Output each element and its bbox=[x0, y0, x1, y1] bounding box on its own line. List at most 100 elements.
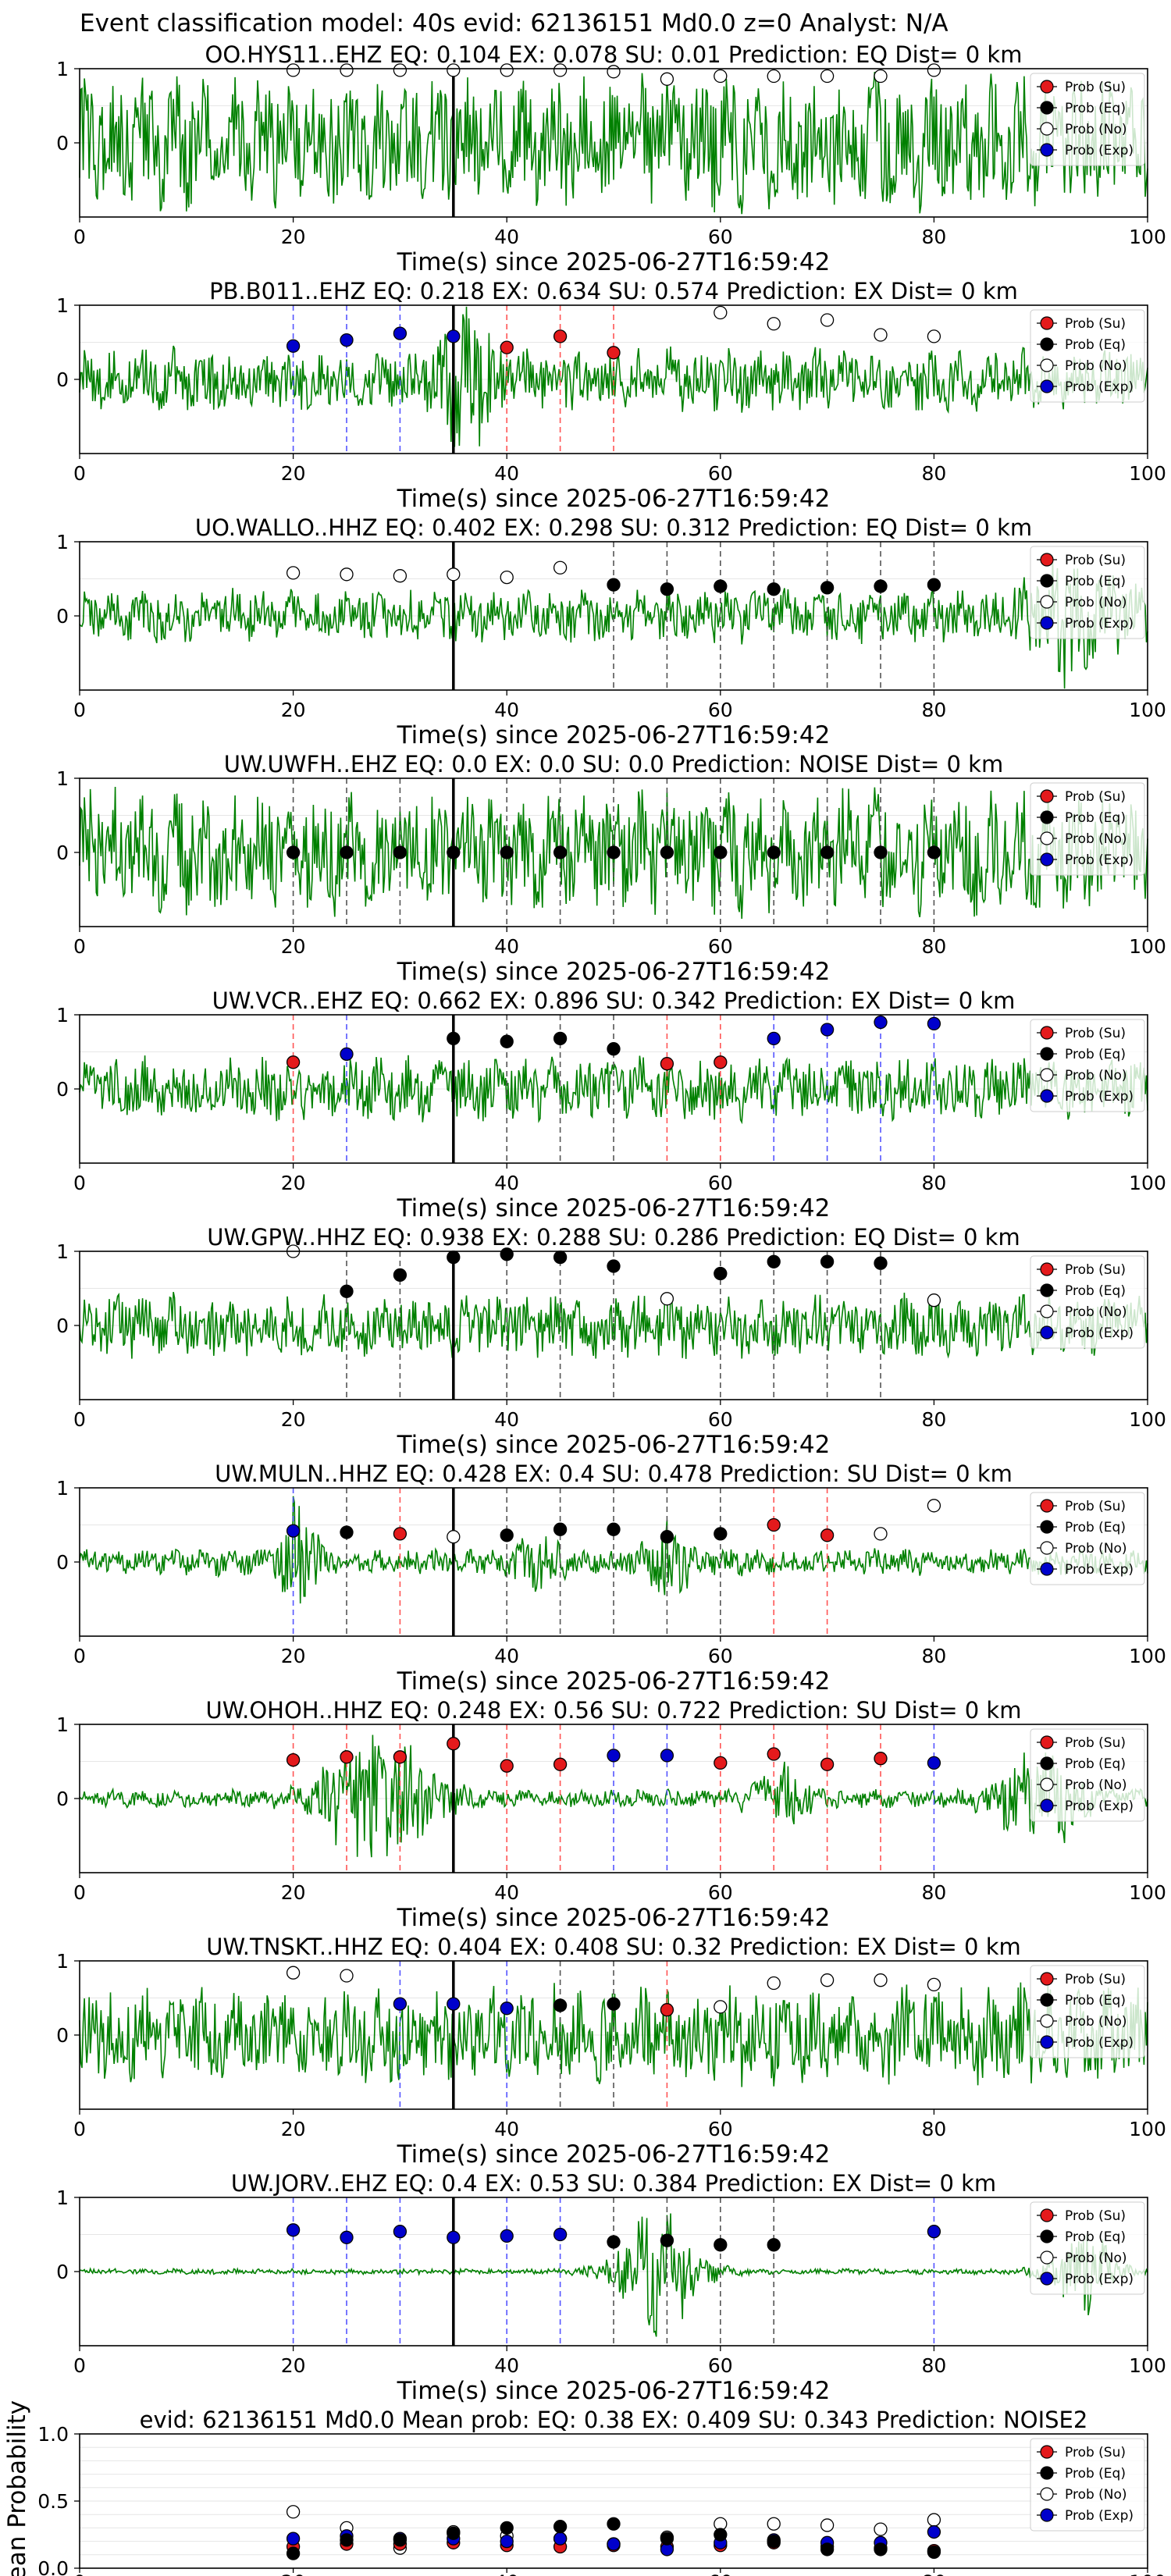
figure-suptitle: Event classification model: 40s evid: 62… bbox=[80, 9, 949, 37]
xtick-label: 20 bbox=[281, 2118, 306, 2140]
legend-label-no: Prob (No) bbox=[1065, 2487, 1127, 2503]
legend-box bbox=[1030, 782, 1145, 876]
prob-marker-eq bbox=[874, 1256, 888, 1270]
prob-marker-eq bbox=[553, 1250, 568, 1265]
legend-marker-no bbox=[1040, 2014, 1054, 2028]
prob-marker-su bbox=[553, 329, 568, 343]
prob-marker-eq bbox=[874, 579, 888, 593]
ytick-label: 1 bbox=[56, 294, 69, 317]
prob-marker-su bbox=[874, 1752, 888, 1766]
legend-label-exp: Prob (Exp) bbox=[1065, 379, 1134, 395]
xtick-label: 20 bbox=[281, 1645, 306, 1667]
xtick-label: 60 bbox=[708, 699, 733, 721]
legend-label-su: Prob (Su) bbox=[1065, 789, 1126, 805]
legend-label-eq: Prob (Eq) bbox=[1065, 2466, 1126, 2482]
legend-marker-eq bbox=[1040, 101, 1054, 115]
prob-marker-exp bbox=[286, 339, 301, 353]
legend-label-eq: Prob (Eq) bbox=[1065, 1283, 1126, 1299]
legend-label-su: Prob (Su) bbox=[1065, 1262, 1126, 1278]
xtick-label: 20 bbox=[281, 699, 306, 721]
legend-marker-no bbox=[1040, 1541, 1054, 1555]
xtick-label: 100 bbox=[1129, 2118, 1166, 2140]
legend-label-no: Prob (No) bbox=[1065, 122, 1127, 137]
waveform-trace bbox=[79, 1496, 1148, 1604]
xtick-label: 40 bbox=[494, 935, 519, 958]
prob-marker-no bbox=[447, 63, 461, 77]
legend-label-exp: Prob (Exp) bbox=[1065, 143, 1134, 158]
legend-marker-su bbox=[1040, 789, 1054, 803]
prob-marker-su bbox=[447, 1737, 461, 1751]
xtick-label: 80 bbox=[921, 2118, 946, 2140]
prob-marker-su bbox=[340, 1750, 354, 1764]
legend-marker-su bbox=[1040, 2208, 1054, 2222]
xtick-label: 60 bbox=[708, 2118, 733, 2140]
legend-box bbox=[1030, 2201, 1145, 2295]
legend-marker-exp bbox=[1040, 2508, 1054, 2522]
panel-title: UO.WALLO..HHZ EQ: 0.402 EX: 0.298 SU: 0.… bbox=[195, 514, 1032, 541]
ytick-label: 1.0 bbox=[37, 2423, 69, 2446]
ytick-label: 0 bbox=[56, 1788, 69, 1810]
xtick-label: 20 bbox=[281, 1172, 306, 1194]
xtick-label: 60 bbox=[708, 1645, 733, 1667]
legend-marker-no bbox=[1040, 1068, 1054, 1082]
ytick-label: 0 bbox=[56, 605, 69, 628]
prob-marker-eq bbox=[500, 845, 514, 859]
prob-marker-eq bbox=[767, 1254, 781, 1268]
prob-marker-exp bbox=[286, 1524, 301, 1538]
legend-label-eq: Prob (Eq) bbox=[1065, 574, 1126, 589]
xtick-label: 100 bbox=[1129, 2354, 1166, 2377]
legend-box bbox=[1030, 73, 1145, 166]
prob-marker-no bbox=[874, 1973, 888, 1987]
mean-marker-eq bbox=[927, 2545, 941, 2560]
mean-marker-eq bbox=[286, 2546, 301, 2560]
legend-marker-exp bbox=[1040, 379, 1054, 393]
panel-mean-probability: evid: 62136151 Md0.0 Mean prob: EQ: 0.38… bbox=[3, 2400, 1166, 2576]
panel-title: UW.JORV..EHZ EQ: 0.4 EX: 0.53 SU: 0.384 … bbox=[231, 2170, 996, 2197]
prob-marker-no bbox=[447, 1530, 461, 1544]
mean-marker-eq bbox=[607, 2517, 621, 2531]
xaxis-label: Time(s) since 2025-06-27T16:59:42 bbox=[397, 2377, 831, 2405]
xtick-label: 20 bbox=[281, 226, 306, 248]
legend-label-no: Prob (No) bbox=[1065, 1068, 1127, 1083]
xtick-label: 0 bbox=[73, 935, 86, 958]
legend-label-no: Prob (No) bbox=[1065, 831, 1127, 847]
legend-label-exp: Prob (Exp) bbox=[1065, 2272, 1134, 2287]
prob-marker-exp bbox=[874, 1015, 888, 1030]
legend-marker-su bbox=[1040, 316, 1054, 330]
legend-label-su: Prob (Su) bbox=[1065, 1735, 1126, 1751]
mean-marker-exp bbox=[607, 2537, 621, 2551]
legend-label-su: Prob (Su) bbox=[1065, 2208, 1126, 2224]
legend-label-eq: Prob (Eq) bbox=[1065, 1993, 1126, 2008]
legend-label-su: Prob (Su) bbox=[1065, 1499, 1126, 1514]
prob-marker-no bbox=[820, 313, 835, 327]
ytick-label: 0 bbox=[56, 132, 69, 155]
legend-marker-no bbox=[1040, 831, 1054, 845]
ytick-label: 0 bbox=[56, 368, 69, 391]
prob-marker-eq bbox=[820, 845, 835, 859]
legend-label-eq: Prob (Eq) bbox=[1065, 1520, 1126, 1535]
prob-marker-exp bbox=[447, 2230, 461, 2244]
prob-marker-exp bbox=[393, 2225, 408, 2239]
xtick-label: 60 bbox=[708, 226, 733, 248]
legend-label-su: Prob (Su) bbox=[1065, 2445, 1126, 2460]
prob-marker-exp bbox=[607, 1749, 621, 1763]
prob-marker-su bbox=[553, 1757, 568, 1771]
legend-marker-exp bbox=[1040, 1799, 1054, 1813]
xtick-label: 40 bbox=[494, 2354, 519, 2377]
prob-marker-no bbox=[340, 63, 354, 77]
xtick-label: 100 bbox=[1129, 462, 1166, 485]
xtick-label: 0 bbox=[73, 699, 86, 721]
xtick-label: 60 bbox=[708, 462, 733, 485]
legend-marker-exp bbox=[1040, 143, 1054, 157]
xtick-label: 80 bbox=[921, 1645, 946, 1667]
prob-marker-eq bbox=[393, 1268, 408, 1283]
xtick-label: 100 bbox=[1129, 699, 1166, 721]
legend-marker-su bbox=[1040, 1735, 1054, 1749]
mean-marker-eq bbox=[874, 2542, 888, 2556]
xtick-label: 80 bbox=[921, 1408, 946, 1431]
prob-marker-no bbox=[553, 560, 568, 575]
xtick-label: 20 bbox=[281, 1408, 306, 1431]
legend-label-su: Prob (Su) bbox=[1065, 553, 1126, 568]
prob-marker-su bbox=[714, 1055, 728, 1069]
legend-label-exp: Prob (Exp) bbox=[1065, 1089, 1134, 1105]
